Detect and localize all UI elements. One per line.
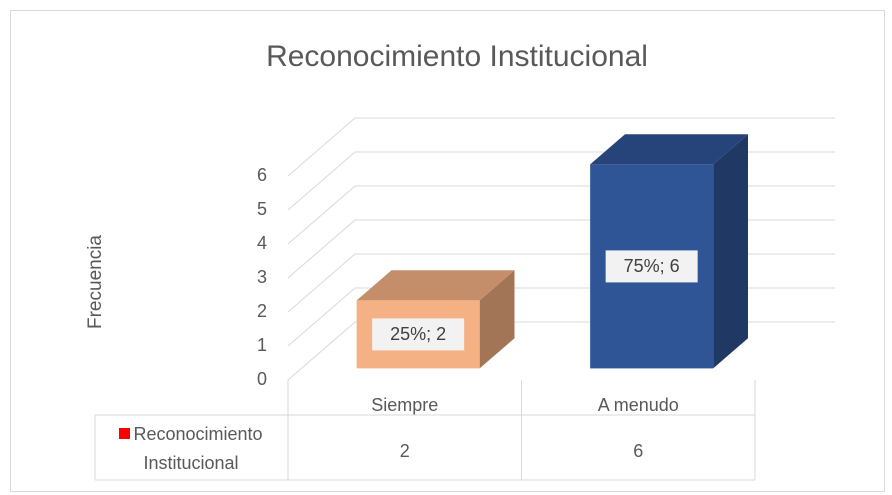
chart-title: Reconocimiento Institucional <box>266 40 648 73</box>
y-tick-label: 2 <box>257 301 267 321</box>
bar-top <box>590 134 748 165</box>
y-tick-label: 5 <box>257 199 267 219</box>
legend-entry: Reconocimiento Institucional <box>98 420 284 478</box>
grid-line <box>287 321 356 381</box>
bar-side <box>479 270 515 369</box>
data-label: 75%; 6 <box>624 256 680 276</box>
grid-line <box>287 185 356 245</box>
y-tick-label: 6 <box>257 165 267 185</box>
grid-line <box>287 151 356 211</box>
table-value: 2 <box>400 441 410 461</box>
legend-marker <box>119 428 131 439</box>
y-axis-title: Frecuencia <box>85 235 106 329</box>
table-value: 6 <box>633 441 643 461</box>
grid-line <box>287 117 356 177</box>
legend-label: Reconocimiento Institucional <box>133 424 263 473</box>
y-tick-label: 3 <box>257 267 267 287</box>
grid-line <box>287 287 356 347</box>
grid-line <box>287 219 356 279</box>
data-label-box <box>605 250 698 283</box>
data-label-box <box>372 318 465 351</box>
x-tick-label: A menudo <box>598 395 679 415</box>
grid-line <box>287 253 356 313</box>
y-tick-label: 0 <box>257 369 267 389</box>
y-tick-label: 1 <box>257 335 267 355</box>
bar-side <box>713 134 748 369</box>
y-tick-label: 4 <box>257 233 267 253</box>
bar-top <box>356 270 515 301</box>
data-label: 25%; 2 <box>390 324 446 344</box>
x-tick-label: Siempre <box>371 395 438 415</box>
